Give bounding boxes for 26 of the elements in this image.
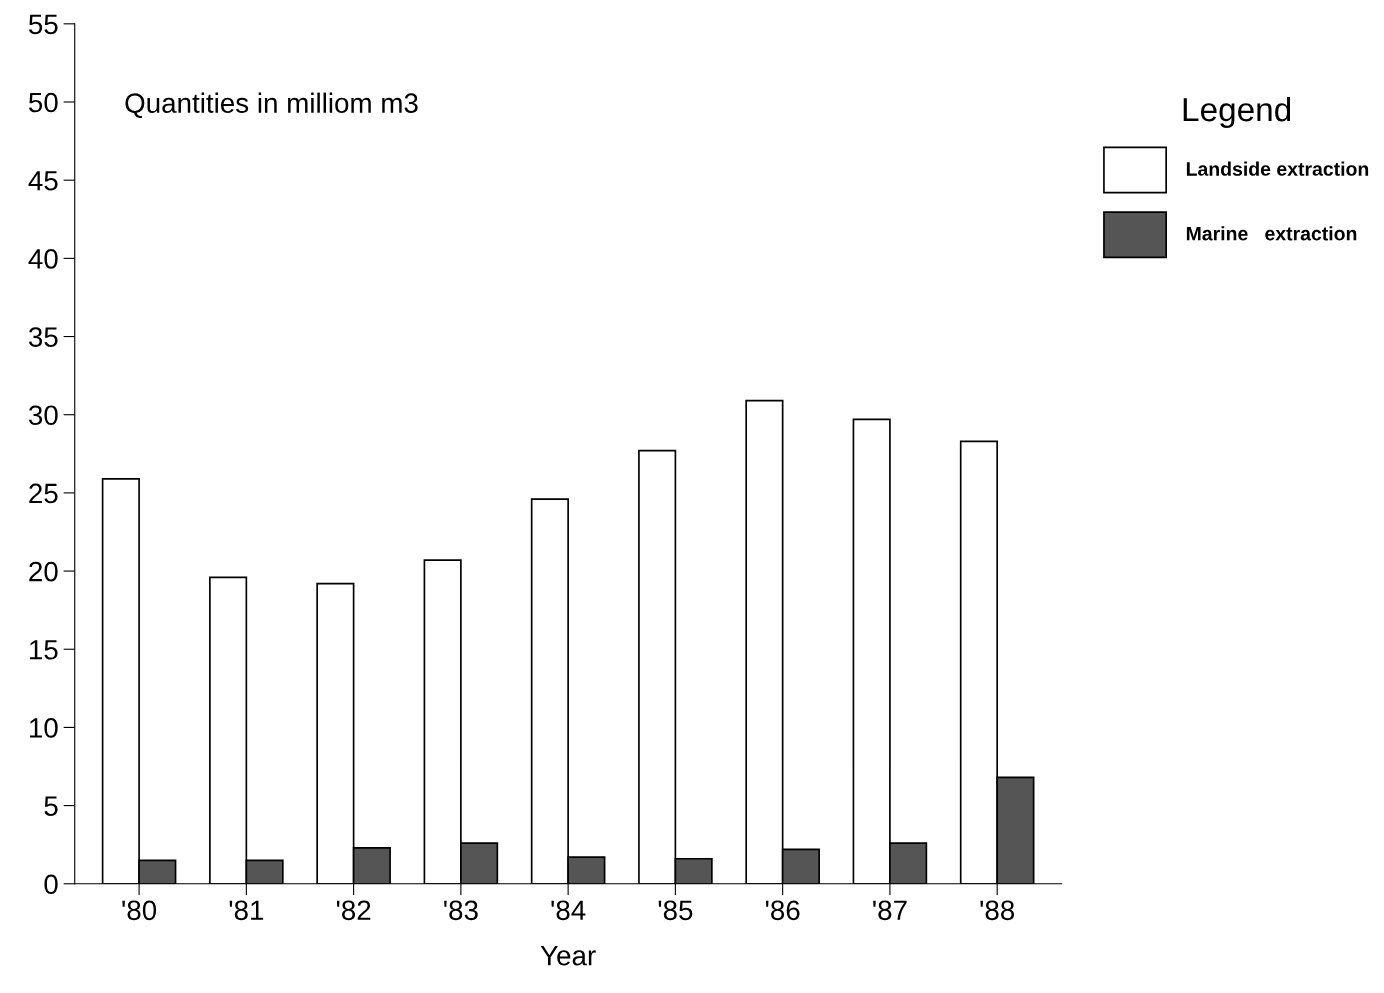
x-tick-label: '82 bbox=[336, 900, 371, 921]
y-tick-label: 45 bbox=[28, 171, 58, 191]
x-tick-label: '84 bbox=[551, 900, 586, 921]
x-axis-title: Year bbox=[540, 946, 596, 966]
annotation: Quantities in milliom m3 bbox=[125, 92, 418, 118]
y-tick-label: 40 bbox=[28, 249, 58, 269]
y-tick-label: 55 bbox=[28, 14, 58, 35]
legend-label: Landside extraction bbox=[1186, 161, 1369, 176]
y-tick-label: 15 bbox=[29, 640, 58, 660]
x-tick-label: '83 bbox=[444, 900, 478, 921]
y-tick-label: 35 bbox=[28, 327, 58, 347]
y-tick-label: 25 bbox=[29, 483, 58, 504]
y-tick-label: 30 bbox=[28, 405, 58, 426]
y-tick-label: 0 bbox=[44, 874, 58, 895]
x-tick-label: '88 bbox=[980, 900, 1015, 921]
x-tick-label: '86 bbox=[765, 900, 800, 921]
legend-title: Legend bbox=[1183, 96, 1291, 129]
x-tick-label: '85 bbox=[658, 900, 693, 921]
x-tick-label: '81 bbox=[229, 900, 264, 921]
y-tick-label: 20 bbox=[29, 561, 58, 582]
y-tick-label: 10 bbox=[29, 718, 58, 738]
legend-label: Marine extraction bbox=[1186, 226, 1357, 241]
y-tick-label: 50 bbox=[28, 92, 58, 113]
x-tick-label: '80 bbox=[122, 900, 157, 921]
y-tick-label: 5 bbox=[44, 796, 58, 816]
x-tick-label: '87 bbox=[873, 900, 907, 921]
